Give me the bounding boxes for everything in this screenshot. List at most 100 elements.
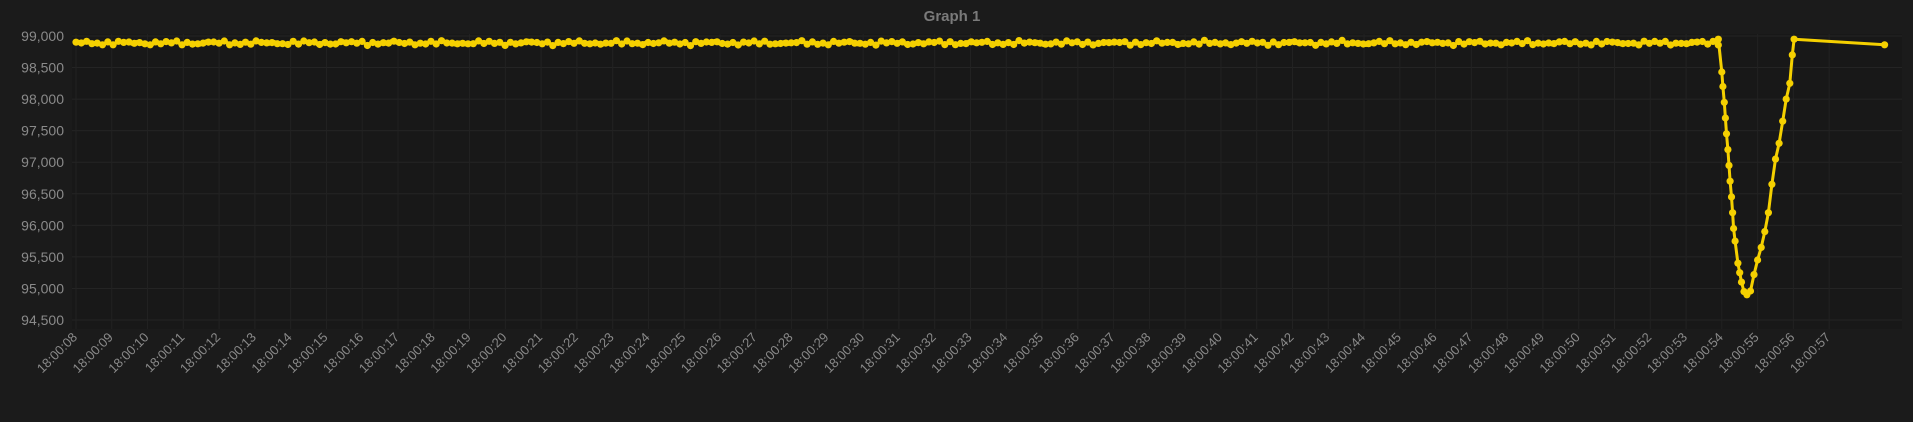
data-point[interactable] — [1619, 40, 1627, 48]
data-point[interactable] — [1158, 39, 1166, 47]
data-point[interactable] — [1754, 256, 1762, 264]
data-point[interactable] — [1761, 228, 1769, 236]
data-point[interactable] — [1746, 287, 1755, 295]
data-point[interactable] — [305, 39, 313, 47]
data-point[interactable] — [146, 41, 154, 49]
data-point[interactable] — [1719, 82, 1727, 91]
data-point[interactable] — [612, 37, 621, 45]
data-point[interactable] — [686, 42, 695, 50]
data-point[interactable] — [464, 40, 472, 48]
data-point[interactable] — [1729, 209, 1737, 217]
data-point[interactable] — [1782, 95, 1790, 103]
data-point[interactable] — [1380, 40, 1389, 48]
data-point[interactable] — [1518, 40, 1526, 48]
data-point[interactable] — [824, 41, 832, 49]
data-point[interactable] — [602, 39, 610, 47]
data-point[interactable] — [257, 38, 265, 47]
data-point[interactable] — [787, 39, 795, 47]
data-point[interactable] — [1010, 40, 1018, 49]
data-point[interactable] — [1661, 37, 1669, 46]
data-point[interactable] — [543, 38, 552, 46]
data-point[interactable] — [925, 38, 933, 46]
data-point[interactable] — [1757, 243, 1765, 251]
data-point[interactable] — [1635, 41, 1643, 49]
data-point[interactable] — [1428, 39, 1436, 47]
data-point[interactable] — [957, 39, 965, 48]
data-point[interactable] — [130, 39, 138, 47]
data-point[interactable] — [1779, 117, 1787, 125]
data-point[interactable] — [978, 38, 986, 46]
data-point[interactable] — [469, 40, 477, 48]
data-point[interactable] — [1349, 39, 1357, 47]
data-point[interactable] — [1771, 155, 1780, 163]
data-point[interactable] — [289, 37, 297, 45]
data-point[interactable] — [1084, 38, 1092, 46]
data-point[interactable] — [1041, 40, 1050, 48]
data-point[interactable] — [628, 40, 636, 48]
data-point[interactable] — [1727, 193, 1736, 201]
data-point[interactable] — [1195, 40, 1203, 48]
data-point[interactable] — [204, 38, 212, 46]
data-point[interactable] — [1280, 38, 1288, 47]
data-point[interactable] — [1486, 39, 1495, 47]
data-point[interactable] — [1126, 41, 1134, 49]
data-point[interactable] — [1726, 177, 1734, 185]
data-point[interactable] — [1073, 38, 1081, 46]
data-point[interactable] — [1296, 39, 1304, 47]
data-point[interactable] — [1142, 39, 1150, 47]
data-point[interactable] — [1721, 114, 1729, 122]
data-point[interactable] — [1603, 37, 1611, 46]
data-point[interactable] — [1720, 98, 1728, 106]
data-point[interactable] — [904, 40, 912, 49]
data-point[interactable] — [501, 41, 509, 50]
data-point[interactable] — [1722, 130, 1731, 138]
data-point[interactable] — [528, 38, 536, 46]
data-point[interactable] — [1147, 39, 1155, 48]
data-point[interactable] — [1365, 40, 1373, 48]
data-point[interactable] — [1764, 209, 1772, 217]
data-point[interactable] — [1788, 51, 1796, 59]
data-point[interactable] — [750, 37, 758, 45]
data-point[interactable] — [1624, 39, 1632, 48]
data-point[interactable] — [496, 38, 504, 46]
data-point[interactable] — [326, 40, 334, 48]
data-point[interactable] — [284, 40, 292, 49]
data-point[interactable] — [1768, 180, 1776, 188]
data-point[interactable] — [1555, 38, 1563, 46]
data-point[interactable] — [973, 39, 981, 47]
data-point[interactable] — [946, 38, 954, 46]
data-point[interactable] — [194, 40, 202, 48]
data-point[interactable] — [1677, 39, 1685, 48]
data-point[interactable] — [88, 40, 96, 48]
data-point[interactable] — [766, 40, 774, 48]
data-point[interactable] — [406, 38, 414, 46]
data-point[interactable] — [1718, 68, 1726, 76]
data-point[interactable] — [1725, 161, 1733, 169]
data-point[interactable] — [734, 41, 742, 49]
data-point[interactable] — [941, 41, 949, 49]
data-point[interactable] — [1200, 36, 1208, 44]
data-point[interactable] — [1110, 38, 1118, 46]
data-point[interactable] — [872, 41, 880, 49]
data-point[interactable] — [851, 39, 859, 47]
data-point[interactable] — [718, 39, 726, 48]
data-point[interactable] — [104, 38, 112, 46]
data-point[interactable] — [1534, 39, 1542, 47]
data-point[interactable] — [1465, 38, 1473, 46]
data-point[interactable] — [522, 38, 530, 46]
data-point[interactable] — [273, 40, 281, 48]
data-point[interactable] — [432, 40, 440, 48]
data-point[interactable] — [1688, 38, 1696, 47]
data-point[interactable] — [1026, 38, 1034, 46]
data-point[interactable] — [294, 40, 303, 48]
data-point[interactable] — [1391, 40, 1399, 48]
data-point[interactable] — [1476, 37, 1484, 45]
data-point[interactable] — [708, 38, 716, 47]
data-point[interactable] — [1502, 38, 1510, 47]
data-point[interactable] — [1734, 259, 1742, 267]
data-point[interactable] — [109, 41, 117, 49]
data-point[interactable] — [782, 39, 790, 47]
data-point[interactable] — [1057, 40, 1065, 48]
data-point[interactable] — [739, 38, 748, 46]
data-point[interactable] — [935, 37, 944, 45]
